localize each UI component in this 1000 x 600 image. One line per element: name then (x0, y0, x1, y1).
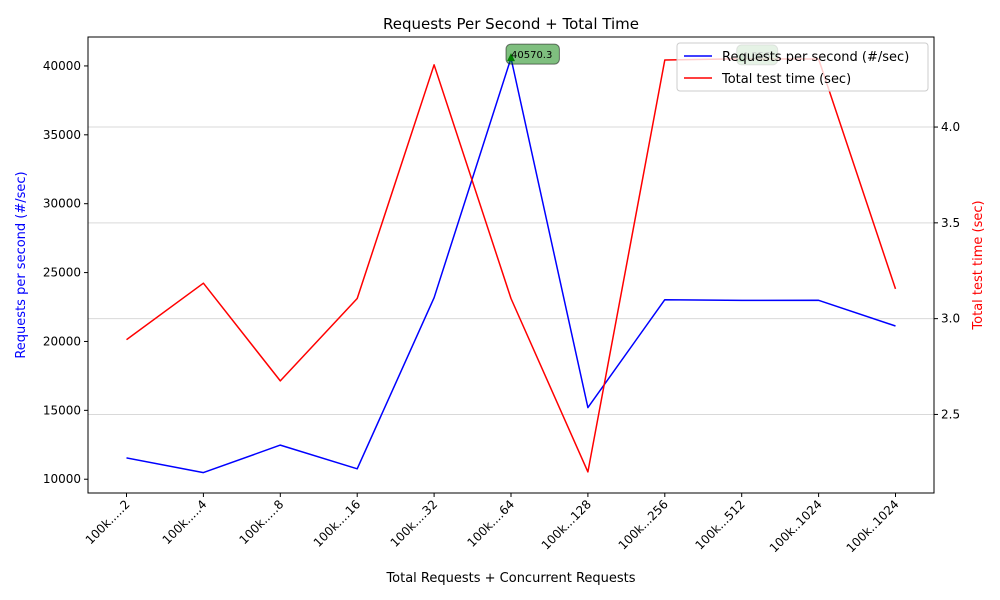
y-axis-right: 2.5 3.0 3.5 4.0 (934, 120, 960, 421)
legend-label-rps: Requests per second (#/sec) (722, 50, 909, 65)
x-axis: 100k.....2 100k.....4 100k.....8 100k....16… (83, 493, 902, 555)
series-line-0 (126, 57, 896, 474)
y-left-tick-label: 10000 (43, 472, 81, 486)
x-tick-label: 100k.....8 (237, 497, 287, 547)
plot-frame (87, 36, 935, 494)
x-tick-label: 100k.....2 (83, 497, 133, 547)
x-tick-label: 100k....64 (465, 497, 518, 550)
y-left-tick-label: 15000 (43, 403, 81, 417)
y-left-tick-label: 40000 (43, 59, 81, 73)
x-tick-label: 100k...256 (616, 497, 671, 552)
x-tick-label: 100k.....4 (160, 497, 210, 547)
x-tick-label: 100k...128 (539, 497, 594, 552)
legend-box (676, 42, 929, 92)
y-left-tick-label: 20000 (43, 334, 81, 348)
annotation-box-0 (505, 43, 560, 65)
y-axis-left: 10000 15000 20000 25000 30000 35000 40000 (43, 59, 88, 486)
gridlines (88, 126, 934, 415)
x-tick-label: 100k...512 (693, 497, 748, 552)
x-tick-label: 100k..1024 (844, 497, 902, 555)
y-right-tick-label: 2.5 (941, 407, 960, 421)
chart-title: Requests Per Second + Total Time (383, 15, 639, 33)
x-axis-title: Total Requests + Concurrent Requests (385, 571, 635, 586)
x-tick-label: 100k....16 (311, 497, 364, 550)
annotation-label-0: 40570.3 (511, 50, 552, 61)
y-left-tick-label: 30000 (43, 197, 81, 211)
y-axis-left-title: Requests per second (#/sec) (14, 171, 29, 358)
y-right-tick-label: 3.0 (941, 312, 960, 326)
legend-label-time: Total test time (sec) (721, 72, 851, 87)
y-axis-right-title: Total test time (sec) (971, 200, 986, 330)
series-lines (126, 57, 897, 474)
legend: Requests per second (#/sec) Total test t… (676, 42, 929, 92)
x-tick-label: 100k....32 (388, 497, 441, 550)
x-tick-label: 100k..1024 (767, 497, 825, 555)
y-left-tick-label: 25000 (43, 266, 81, 280)
y-left-tick-label: 35000 (43, 128, 81, 142)
y-right-tick-label: 3.5 (941, 216, 960, 230)
series-line-1 (126, 58, 897, 473)
y-right-tick-label: 4.0 (941, 120, 960, 134)
